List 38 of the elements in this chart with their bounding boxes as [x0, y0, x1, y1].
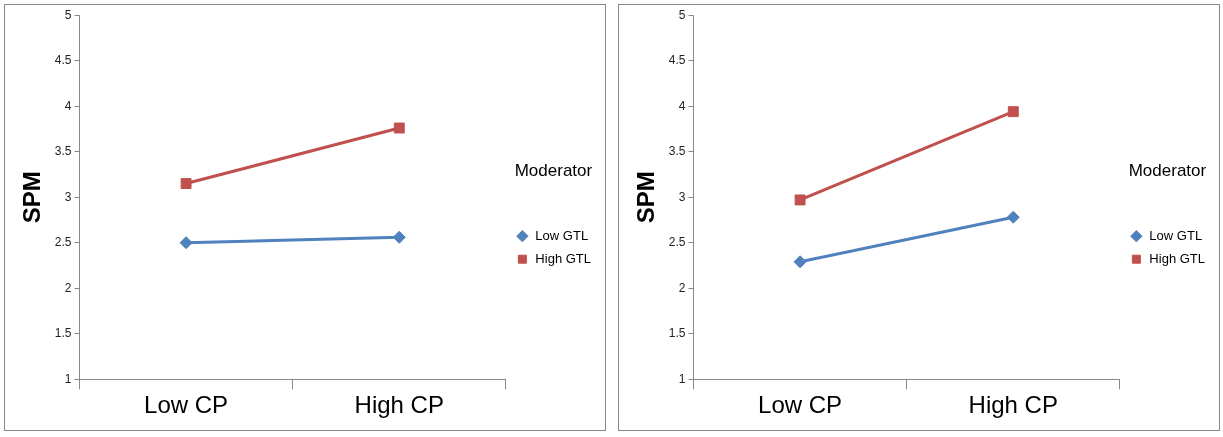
legend-label: Low GTL: [535, 227, 589, 243]
legend-label: High GTL: [1149, 250, 1206, 266]
y-tick-label: 3: [64, 189, 72, 204]
x-tick-label: Low CP: [144, 391, 229, 419]
point: [1007, 106, 1019, 118]
y-axis-title: SPM: [18, 171, 46, 224]
point: [180, 178, 192, 189]
point: [392, 230, 406, 244]
legend-label: Low GTL: [1149, 227, 1203, 243]
y-axis-title: SPM: [632, 171, 660, 224]
y-tick-label: 1.5: [668, 326, 686, 341]
x-tick-label: High CP: [968, 391, 1058, 419]
point: [1006, 210, 1020, 224]
point: [794, 194, 806, 206]
y-tick-label: 3: [678, 189, 686, 204]
legend-title: Moderator: [1128, 161, 1207, 181]
x-tick-label: High CP: [354, 391, 444, 419]
y-tick-label: 4.5: [668, 53, 686, 68]
x-tick-label: Low CP: [758, 391, 843, 419]
legend-label: High GTL: [535, 250, 592, 266]
y-tick-label: 5: [64, 7, 72, 22]
y-tick-label: 4: [678, 98, 686, 113]
y-tick-label: 1: [64, 371, 72, 386]
point: [179, 236, 193, 250]
y-tick-label: 4.5: [54, 53, 72, 68]
legend-title: Moderator: [514, 161, 593, 181]
y-tick-label: 3.5: [54, 144, 72, 159]
y-tick-label: 4: [64, 98, 72, 113]
y-tick-label: 5: [678, 7, 686, 22]
y-tick-label: 3.5: [668, 144, 686, 159]
point: [793, 255, 807, 269]
y-tick-label: 2: [64, 280, 72, 295]
y-tick-label: 1.5: [54, 326, 72, 341]
y-tick-label: 2.5: [668, 235, 686, 250]
point: [393, 122, 405, 134]
y-tick-label: 1: [678, 371, 686, 386]
y-tick-label: 2.5: [54, 235, 72, 250]
y-tick-label: 2: [678, 280, 686, 295]
